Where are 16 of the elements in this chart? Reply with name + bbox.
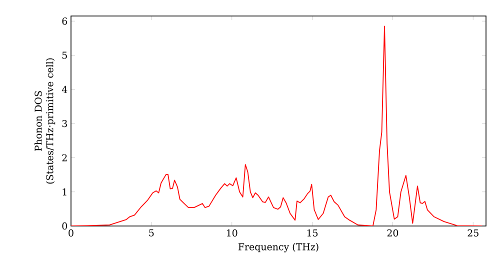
x-axis-title: Frequency (THz) [238,243,318,252]
x-tick-label: 15 [307,229,318,237]
y-tick-label: 2 [62,154,67,162]
y-axis-title: Phonon DOS (States/THz·primitive cell) [34,58,56,184]
x-tick-label: 20 [387,229,398,237]
y-tick-label: 5 [62,52,67,59]
line-series [71,26,483,226]
y-tick-label: 3 [62,120,67,128]
y-tick-label: 6 [62,18,68,25]
y-tick-label: 0 [62,222,68,230]
y-tick-label: 4 [62,86,68,93]
x-tick-label: 25 [468,229,478,237]
x-tick-label: 0 [68,229,74,237]
x-tick-label: 10 [226,229,238,237]
y-tick-label: 1 [62,188,66,196]
x-tick-label: 5 [149,229,154,236]
